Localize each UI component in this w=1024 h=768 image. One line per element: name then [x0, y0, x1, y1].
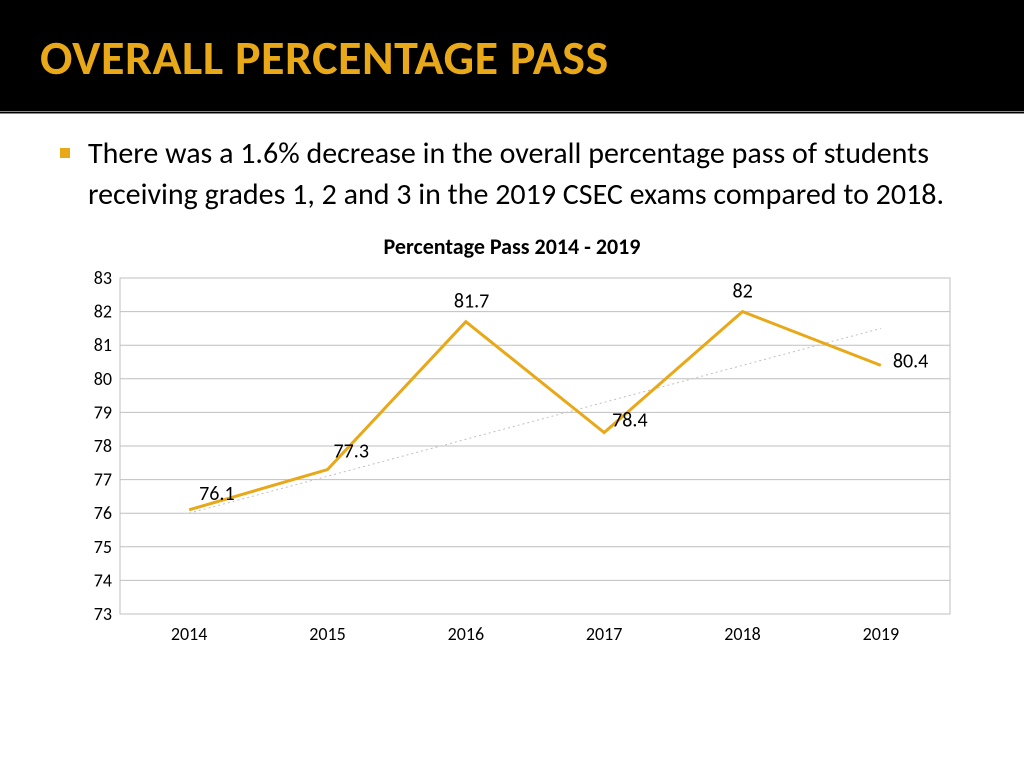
chart-title: Percentage Pass 2014 - 2019 [60, 233, 964, 260]
svg-text:81.7: 81.7 [454, 290, 489, 314]
svg-text:74: 74 [94, 569, 112, 591]
svg-text:78.4: 78.4 [612, 409, 647, 433]
bullet-item: There was a 1.6% decrease in the overall… [60, 134, 964, 215]
svg-text:83: 83 [94, 268, 112, 289]
page-title: OVERALL PERCENTAGE PASS [40, 28, 984, 87]
svg-text:2019: 2019 [863, 623, 900, 645]
svg-text:75: 75 [94, 536, 112, 558]
svg-text:2014: 2014 [171, 623, 208, 645]
svg-text:82: 82 [94, 301, 112, 323]
slide-header: OVERALL PERCENTAGE PASS [0, 0, 1024, 114]
svg-text:80: 80 [94, 368, 112, 390]
svg-text:76.1: 76.1 [199, 482, 234, 506]
svg-text:73: 73 [94, 603, 112, 625]
svg-text:80.4: 80.4 [893, 349, 928, 373]
chart-svg: 73 74 75 76 77 78 79 80 81 82 83 76.1 77.3 81.7 78.4 82… [70, 268, 970, 648]
svg-text:2017: 2017 [586, 623, 623, 645]
svg-text:79: 79 [94, 401, 112, 423]
svg-text:76: 76 [94, 502, 112, 524]
svg-text:82: 82 [733, 280, 753, 304]
slide-content: There was a 1.6% decrease in the overall… [0, 114, 1024, 658]
svg-text:2018: 2018 [724, 623, 761, 645]
svg-text:77.3: 77.3 [334, 440, 369, 464]
svg-text:81: 81 [94, 334, 112, 356]
line-chart: 73 74 75 76 77 78 79 80 81 82 83 76.1 77.3 81.7 78.4 82… [70, 268, 964, 648]
svg-text:2016: 2016 [448, 623, 485, 645]
bullet-icon [60, 148, 70, 158]
svg-text:78: 78 [94, 435, 112, 457]
svg-text:2015: 2015 [309, 623, 346, 645]
svg-text:77: 77 [94, 469, 112, 491]
bullet-text: There was a 1.6% decrease in the overall… [88, 134, 964, 215]
